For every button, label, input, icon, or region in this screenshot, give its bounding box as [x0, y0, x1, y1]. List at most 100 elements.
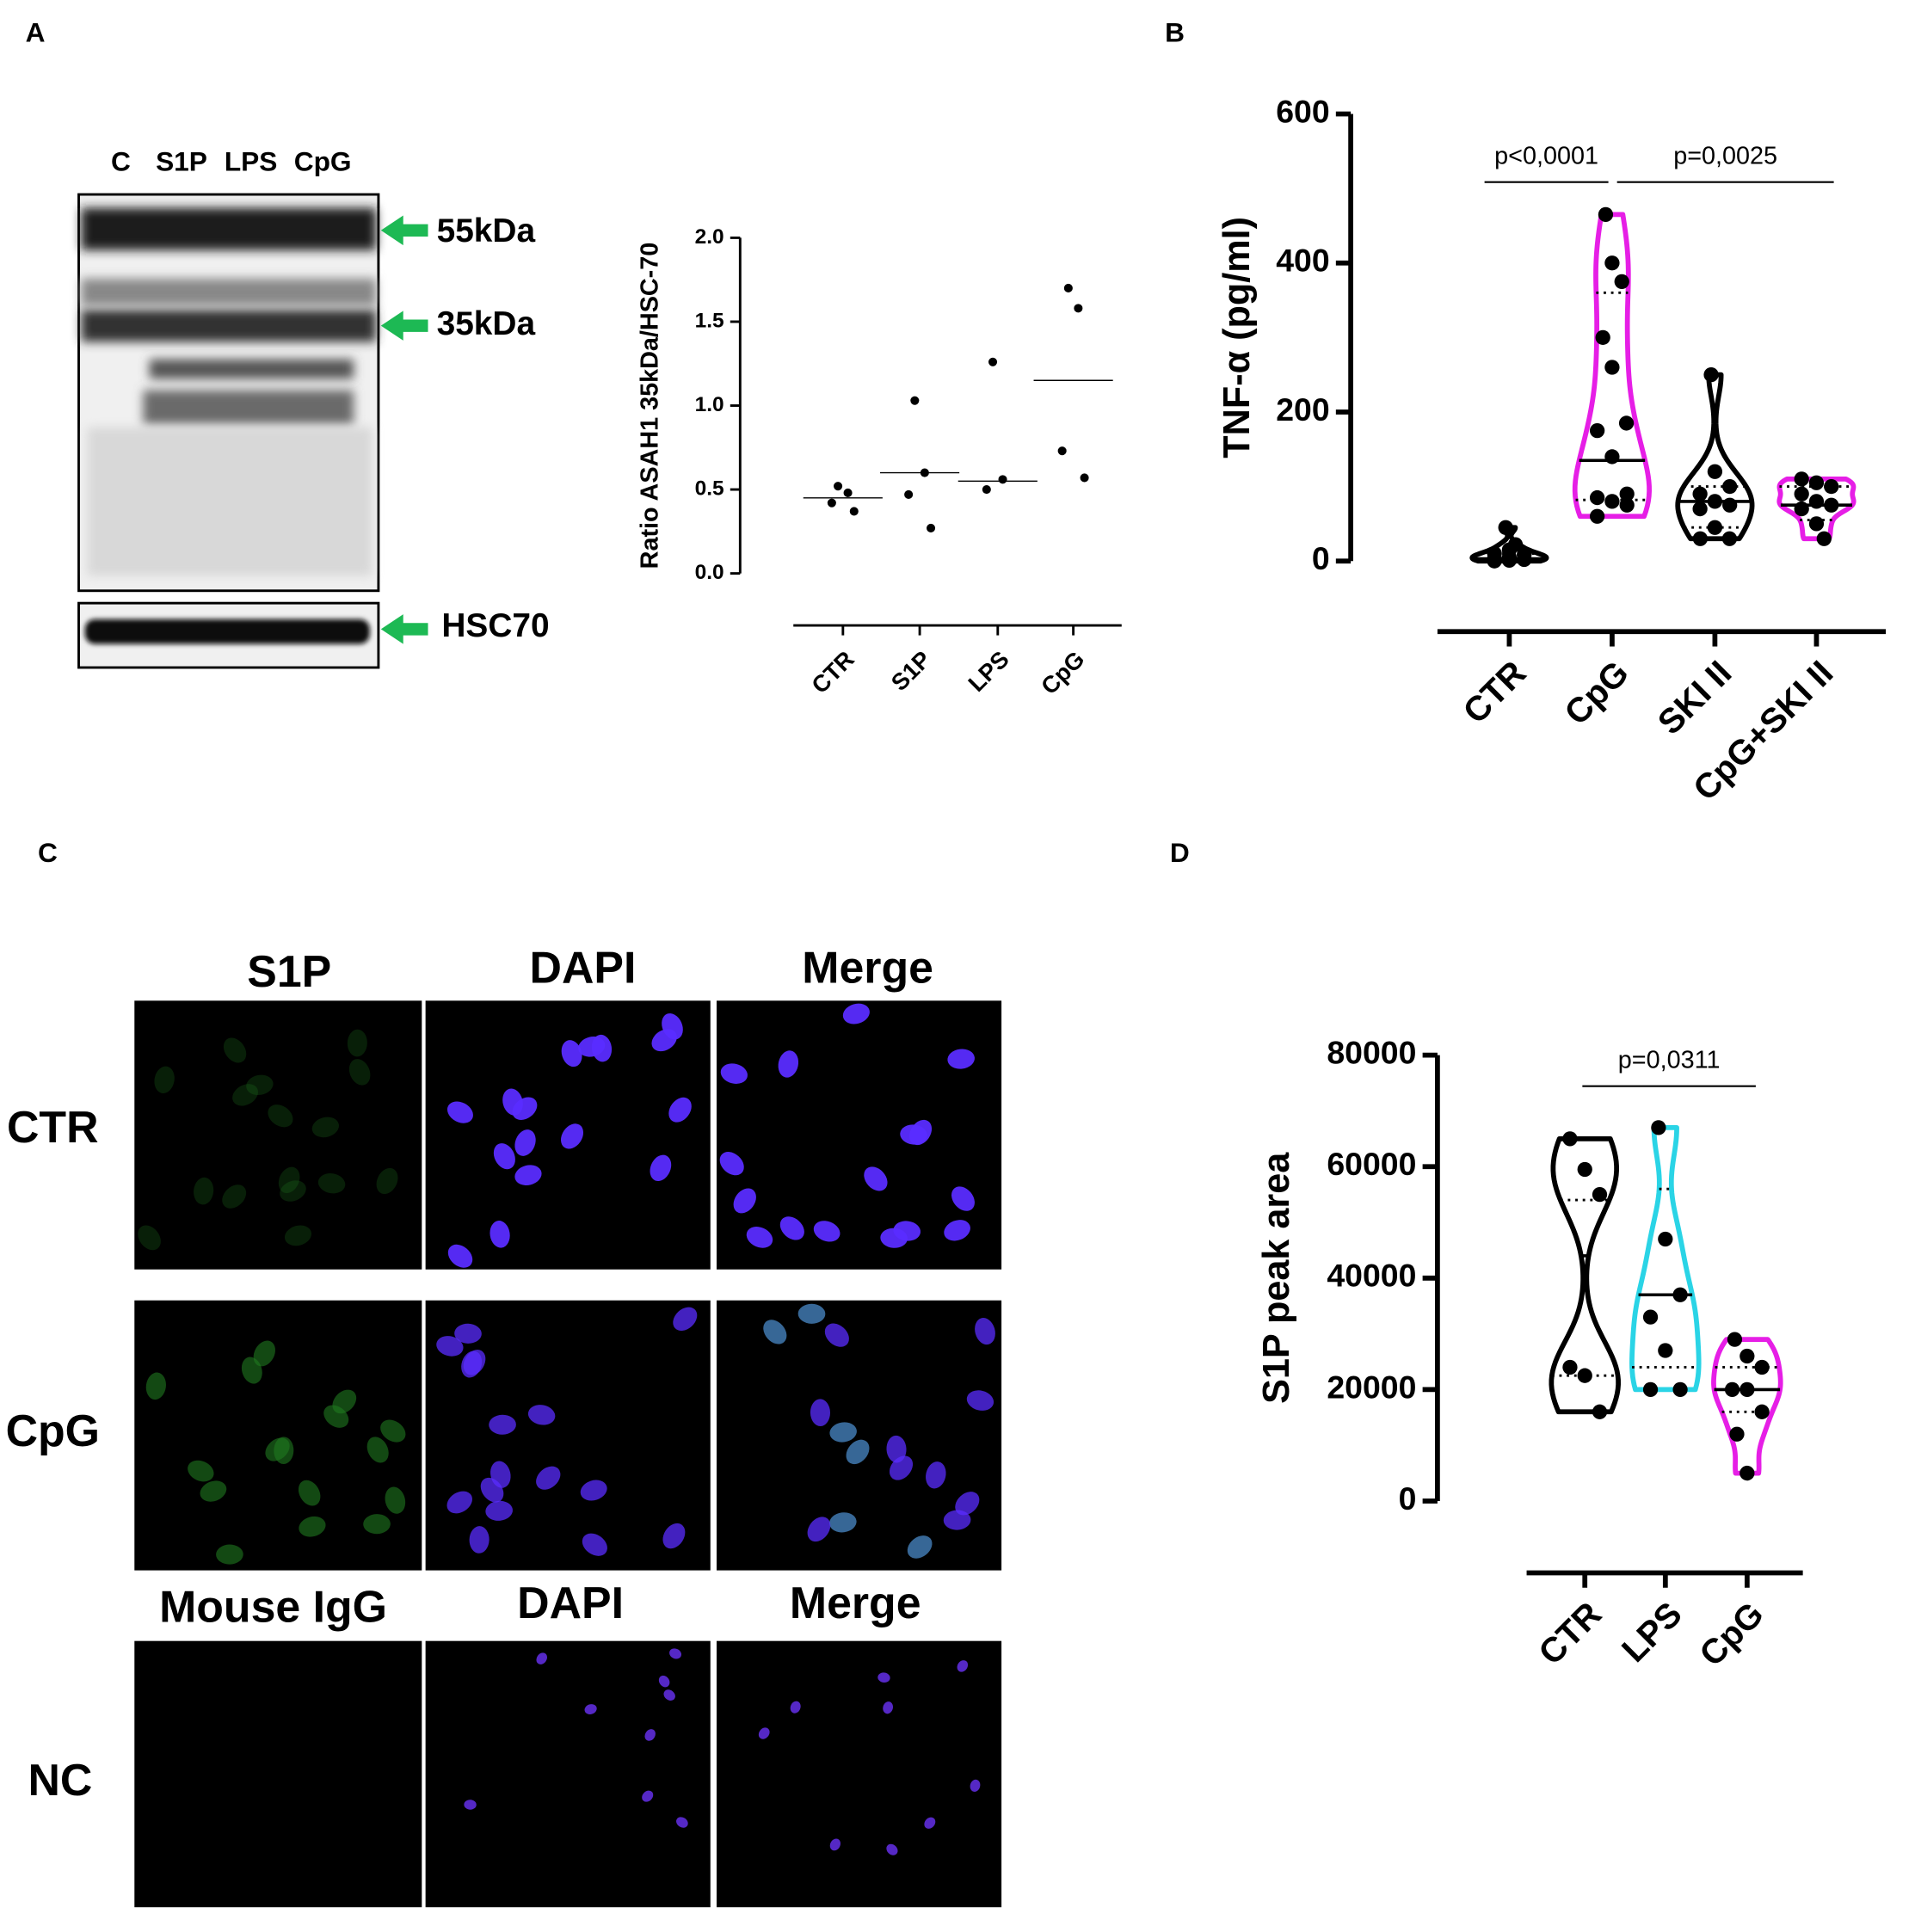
cell	[719, 1152, 744, 1176]
point	[1727, 1332, 1743, 1347]
cell	[454, 1323, 482, 1344]
point	[1672, 1287, 1688, 1302]
y-tick-label: 200	[1276, 391, 1329, 428]
point	[1589, 422, 1605, 439]
cell	[469, 1526, 490, 1554]
point	[1618, 415, 1635, 431]
cell	[669, 1648, 682, 1659]
cell	[490, 1221, 510, 1248]
y-tick-label: 0.0	[695, 561, 724, 584]
y-tick-label: 2.0	[695, 225, 724, 249]
point	[1692, 501, 1708, 517]
lane-label: C	[111, 145, 131, 176]
band	[81, 309, 377, 342]
x-tick-label: CTR	[1531, 1595, 1609, 1672]
cell	[846, 1439, 870, 1465]
cell	[658, 1675, 670, 1688]
cell	[232, 1084, 258, 1106]
cell	[578, 1036, 606, 1057]
point	[1658, 1231, 1673, 1247]
panel-label: A	[26, 17, 46, 48]
y-tick-label: 0	[1399, 1480, 1417, 1517]
micro-image	[716, 1300, 1002, 1571]
cell	[154, 1066, 175, 1093]
cell	[955, 1492, 980, 1516]
row-label: NC	[28, 1755, 92, 1805]
point	[1577, 1161, 1592, 1178]
cell	[957, 1660, 969, 1672]
point	[1692, 486, 1708, 501]
y-axis-label: Ratio ASAH1 35kDa/HSC-70	[636, 243, 663, 569]
band	[149, 359, 354, 379]
marker-label: 55kDa	[437, 212, 536, 249]
cell	[580, 1480, 607, 1501]
y-tick-label: 1.5	[695, 309, 724, 332]
point	[1692, 531, 1709, 546]
cell	[317, 1173, 346, 1194]
y-tick-label: 1.0	[695, 393, 724, 416]
point	[1598, 206, 1614, 223]
cell	[893, 1221, 921, 1241]
cell	[886, 1843, 898, 1855]
cell	[720, 1063, 748, 1084]
point	[1595, 329, 1610, 345]
cell	[485, 1500, 513, 1521]
violin	[1675, 372, 1755, 542]
x-tick-label: CpG	[1557, 654, 1636, 733]
point	[1740, 1381, 1755, 1398]
x-tick-label: CTR	[1456, 654, 1533, 731]
cell	[676, 1817, 688, 1828]
point	[1707, 520, 1723, 535]
cell	[385, 1486, 406, 1514]
point	[1604, 449, 1620, 465]
cell	[900, 1124, 927, 1145]
cell	[944, 1220, 970, 1241]
point	[1754, 1359, 1770, 1375]
point	[1614, 274, 1629, 290]
cell	[810, 1399, 830, 1426]
point	[1604, 255, 1620, 271]
cell	[447, 1244, 473, 1268]
violin	[1549, 1135, 1621, 1415]
blot: C S1P LPS CpG 55kDa 35kDa HSC70	[77, 145, 550, 669]
point	[1808, 516, 1825, 532]
cell	[807, 1517, 831, 1542]
cell	[138, 1225, 161, 1251]
point	[1619, 486, 1635, 501]
cell	[366, 1437, 389, 1463]
cell	[284, 1225, 312, 1246]
cell	[527, 1405, 556, 1425]
marker-label: 35kDa	[437, 305, 536, 342]
point	[1808, 475, 1825, 490]
cell	[733, 1188, 756, 1214]
cell	[663, 1689, 675, 1701]
cell	[582, 1533, 607, 1556]
point	[1517, 547, 1532, 563]
cell	[644, 1729, 656, 1741]
panel-label: B	[1165, 17, 1185, 48]
point	[910, 396, 920, 405]
annotation: p=0,0025	[1673, 142, 1777, 169]
point	[1754, 1404, 1770, 1419]
point	[1740, 1348, 1755, 1364]
x-tick-label: LPS	[1615, 1595, 1690, 1670]
cell	[536, 1652, 548, 1664]
cell	[561, 1040, 582, 1068]
cell	[222, 1184, 247, 1209]
point	[1707, 464, 1723, 479]
cell	[490, 1461, 511, 1488]
point	[1562, 1359, 1578, 1375]
column-label: Merge	[802, 942, 933, 992]
cell	[779, 1216, 804, 1240]
point	[1729, 1426, 1745, 1442]
cell	[446, 1491, 472, 1514]
cell	[311, 1117, 339, 1138]
arrow	[380, 614, 428, 644]
cell	[668, 1097, 692, 1123]
cell	[274, 1437, 294, 1465]
point	[1651, 1120, 1666, 1135]
cell	[436, 1336, 464, 1357]
point	[827, 498, 836, 508]
micro-image	[134, 1000, 422, 1270]
band	[143, 390, 354, 425]
